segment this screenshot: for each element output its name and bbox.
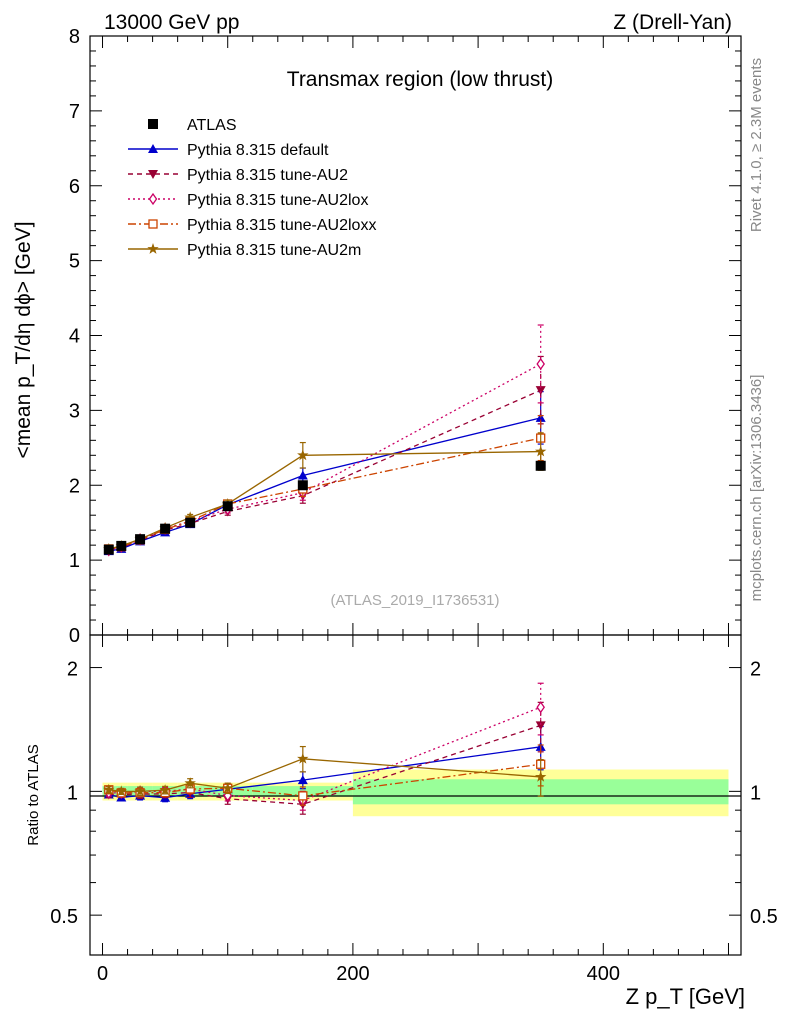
x-tick-label: 0: [97, 963, 108, 985]
legend-label-atlas: ATLAS: [187, 117, 237, 134]
legend-marker-atlas: [148, 119, 158, 129]
ratio-series-line: [108, 724, 541, 805]
legend-label: Pythia 8.315 tune-AU2loxx: [187, 217, 376, 234]
ratio-series-point: [535, 721, 546, 731]
ratio-series-point: [297, 752, 309, 764]
y-axis-label: <mean p_T/dη dϕ> [GeV]: [12, 221, 35, 458]
legend-marker: [148, 170, 158, 179]
legend-label: Pythia 8.315 tune-AU2lox: [187, 192, 368, 209]
x-axis-ticks: 0 200 400: [97, 36, 729, 985]
legend-marker: [148, 192, 158, 206]
y-tick-label: 0: [69, 625, 80, 647]
ratio-tick-label: 2: [67, 659, 78, 681]
y-tick-label: 5: [69, 251, 80, 273]
ratio-series-point: [134, 785, 146, 797]
main-data-layer: [103, 460, 546, 555]
atlas-point: [297, 480, 308, 491]
header-process: Z (Drell-Yan): [613, 11, 732, 34]
series-point: [297, 470, 308, 480]
ratio-tick-label: 0.5: [50, 906, 78, 928]
ratio-tick-label: 1: [67, 782, 78, 804]
series-line: [108, 450, 541, 550]
y-tick-label: 3: [69, 400, 80, 422]
series-point: [536, 357, 545, 371]
atlas-point: [222, 501, 233, 512]
series-point: [297, 449, 309, 461]
header-collision: 13000 GeV pp: [104, 11, 239, 34]
ratio-ticks: 0.5 0.5 1 1 2 2: [50, 659, 778, 929]
ratio-series-point: [536, 701, 545, 714]
legend-label: Pythia 8.315 tune-AU2: [187, 167, 348, 184]
ratio-axis-title: Ratio to ATLAS: [25, 744, 42, 845]
legend-label: Pythia 8.315 tune-AU2m: [187, 242, 361, 259]
ratio-series-point: [184, 777, 196, 789]
y-tick-label: 8: [69, 26, 80, 48]
y-tick-label: 6: [69, 176, 80, 198]
legend-marker: [147, 243, 159, 254]
ratio-series-point: [159, 784, 171, 795]
ratio-series-point: [222, 782, 234, 794]
legend-marker: [148, 144, 158, 153]
x-tick-label: 200: [336, 963, 369, 985]
main-series-layer: [103, 324, 547, 557]
ratio-series-point: [297, 775, 308, 785]
x-axis-label: Z p_T [GeV]: [626, 984, 745, 1009]
ratio-plot: 0.5 0.5 1 1 2 2: [50, 634, 778, 956]
series-line: [108, 389, 541, 552]
ratio-series-point: [115, 785, 127, 797]
legend: ATLAS Pythia 8.315 default Pythia 8.315 tu…: [128, 117, 376, 259]
ratio-series-point: [298, 791, 308, 801]
plot-title: Transmax region (low thrust): [287, 68, 553, 91]
series-line: [108, 363, 542, 552]
y-tick-label: 1: [69, 550, 80, 572]
legend-label: Pythia 8.315 default: [187, 142, 329, 159]
series-point: [535, 445, 547, 457]
analysis-label: (ATLAS_2019_I1736531): [330, 592, 499, 609]
ratio-tick-label-right: 0.5: [750, 906, 778, 928]
mcplots-label: mcplots.cern.ch [arXiv:1306.3436]: [748, 375, 765, 602]
ratio-series-layer: [103, 682, 547, 815]
y-tick-label: 4: [69, 326, 80, 348]
atlas-point: [185, 517, 196, 528]
legend-marker: [148, 219, 158, 229]
atlas-point: [135, 534, 146, 545]
ratio-tick-label-right: 1: [750, 782, 761, 804]
y-axis-title: <mean p_T/dη dϕ> [GeV]: [12, 221, 35, 458]
y-tick-label: 7: [69, 101, 80, 123]
atlas-point: [160, 523, 171, 534]
atlas-point: [116, 540, 127, 551]
ratio-axis-label: Ratio to ATLAS: [25, 744, 42, 845]
ratio-series-point: [103, 783, 115, 795]
series-point: [535, 386, 546, 396]
main-plot: 1 2 3 4 5 6 7 8 0 Transmax region (low thrust) (…: [69, 26, 742, 647]
ratio-series-point: [535, 770, 547, 782]
rivet-label-group: Rivet 4.1.0, ≥ 2.3M events: [748, 58, 765, 232]
ratio-frame: [89, 634, 742, 956]
atlas-point: [535, 460, 546, 471]
y-tick-label: 2: [69, 475, 80, 497]
rivet-label: Rivet 4.1.0, ≥ 2.3M events: [748, 58, 765, 232]
series-point: [184, 511, 196, 523]
x-tick-label: 400: [587, 963, 620, 985]
atlas-point: [103, 544, 114, 555]
mcplots-label-group: mcplots.cern.ch [arXiv:1306.3436]: [748, 375, 765, 602]
main-ticks: 1 2 3 4 5 6 7 8 0: [69, 26, 741, 647]
ratio-tick-label-right: 2: [750, 659, 761, 681]
